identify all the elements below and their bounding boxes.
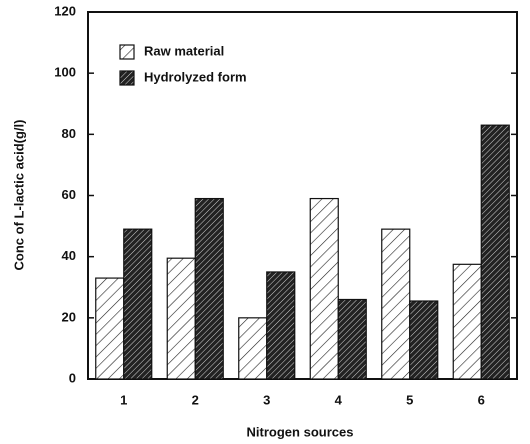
y-axis-label: Conc of L-lactic acid(g/l) xyxy=(11,120,26,271)
y-tick-label: 80 xyxy=(62,126,76,141)
bar xyxy=(166,257,196,380)
bar xyxy=(337,298,367,380)
y-tick-label: 20 xyxy=(62,309,76,324)
x-tick-label: 4 xyxy=(335,392,343,407)
bar xyxy=(266,271,296,380)
bar xyxy=(409,300,439,380)
legend-swatch xyxy=(119,44,135,60)
legend-swatch xyxy=(119,70,135,86)
plot-frame xyxy=(87,11,518,380)
y-tick-label: 60 xyxy=(62,187,76,202)
bar xyxy=(452,263,482,380)
legend-label: Hydrolyzed form xyxy=(144,69,247,84)
y-tick-label: 40 xyxy=(62,248,76,263)
bar xyxy=(123,228,153,380)
bar xyxy=(194,197,224,380)
y-tick-label: 100 xyxy=(54,65,76,80)
y-tick-label: 120 xyxy=(54,3,76,18)
bar xyxy=(95,277,125,380)
bar xyxy=(381,228,411,380)
bar xyxy=(309,197,339,380)
bar xyxy=(238,317,268,380)
x-tick-label: 1 xyxy=(120,392,127,407)
x-tick-label: 5 xyxy=(406,392,413,407)
x-tick-label: 2 xyxy=(192,392,199,407)
y-tick-label: 0 xyxy=(69,370,76,385)
x-tick-label: 3 xyxy=(263,392,270,407)
legend-label: Raw material xyxy=(144,43,224,58)
bar xyxy=(480,124,510,380)
x-axis-label: Nitrogen sources xyxy=(247,424,354,439)
x-tick-label: 6 xyxy=(478,392,485,407)
